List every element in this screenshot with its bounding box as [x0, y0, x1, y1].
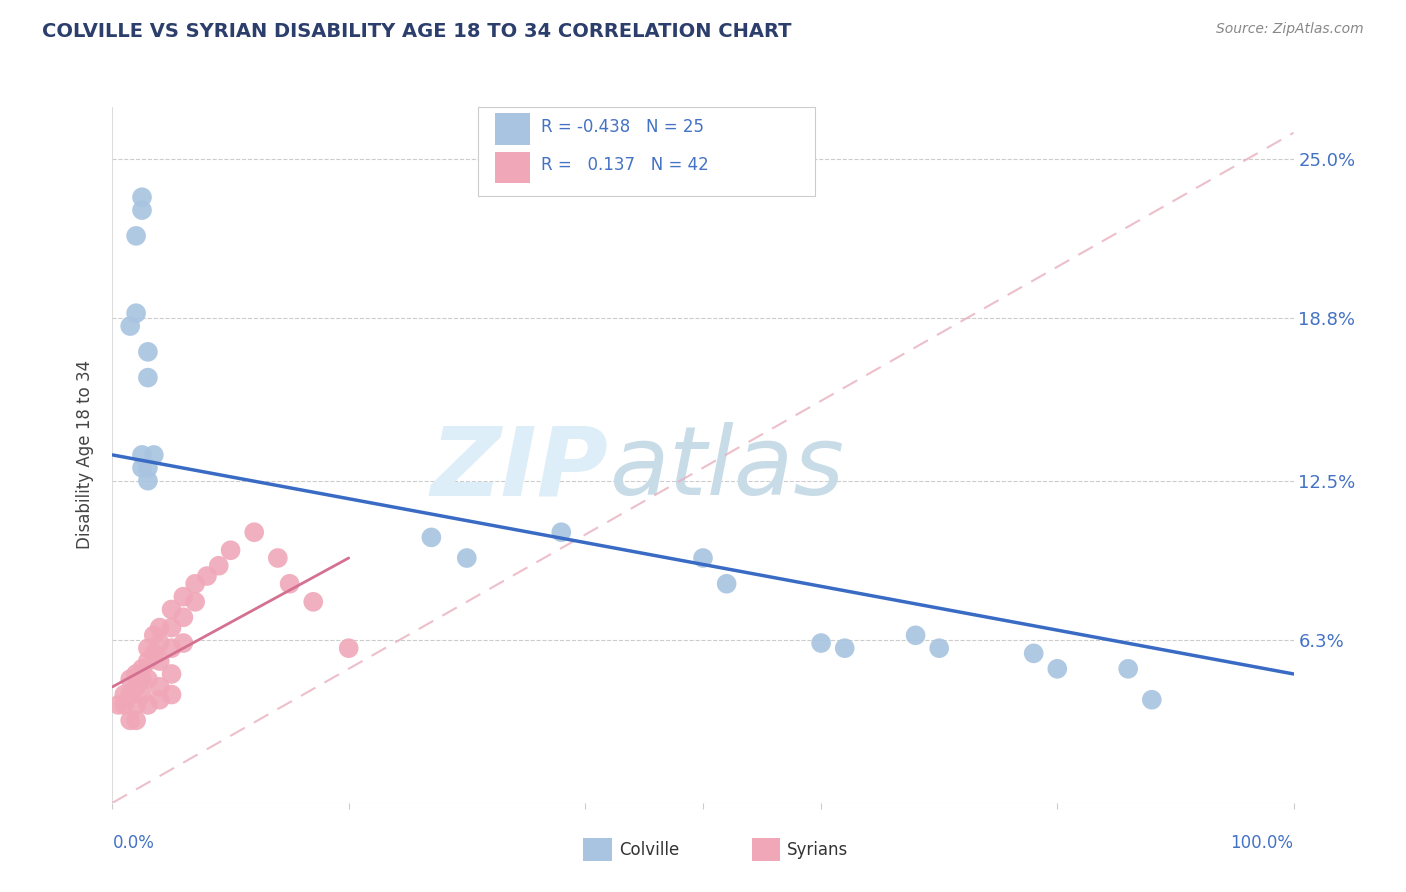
Point [834, 641, 856, 656]
Point [125, 714, 148, 728]
Point [136, 654, 159, 668]
Y-axis label: Disability Age 18 to 34: Disability Age 18 to 34 [76, 360, 94, 549]
Point [160, 667, 183, 681]
Point [928, 641, 950, 656]
Point [160, 688, 183, 702]
Point [456, 551, 478, 566]
Point [810, 636, 832, 650]
Point [131, 203, 153, 218]
Point [136, 698, 159, 712]
Point [337, 641, 360, 656]
Point [550, 525, 572, 540]
Point [172, 636, 194, 650]
Point [112, 688, 135, 702]
Point [195, 569, 218, 583]
Point [136, 672, 159, 686]
Point [125, 680, 148, 694]
Point [120, 688, 142, 702]
Text: COLVILLE VS SYRIAN DISABILITY AGE 18 TO 34 CORRELATION CHART: COLVILLE VS SYRIAN DISABILITY AGE 18 TO … [42, 22, 792, 41]
Point [302, 595, 325, 609]
Point [208, 558, 231, 573]
Text: 0.0%: 0.0% [112, 834, 155, 852]
Point [107, 698, 129, 712]
Point [125, 306, 148, 320]
Point [149, 680, 172, 694]
Point [125, 228, 148, 243]
Text: Colville: Colville [619, 841, 679, 859]
Point [149, 654, 172, 668]
Point [149, 636, 172, 650]
Point [142, 646, 165, 660]
Text: R =   0.137   N = 42: R = 0.137 N = 42 [541, 156, 709, 174]
Point [136, 460, 159, 475]
Point [120, 672, 142, 686]
Point [131, 460, 153, 475]
Text: 100.0%: 100.0% [1230, 834, 1294, 852]
Point [278, 576, 301, 591]
Point [160, 602, 183, 616]
Text: atlas: atlas [609, 422, 844, 516]
Point [243, 525, 266, 540]
Point [136, 474, 159, 488]
Point [1140, 692, 1163, 706]
Point [172, 610, 194, 624]
Point [1046, 662, 1069, 676]
Point [112, 698, 135, 712]
Point [131, 662, 153, 676]
Point [149, 621, 172, 635]
Point [136, 344, 159, 359]
Text: ZIP: ZIP [430, 422, 609, 516]
Point [149, 692, 172, 706]
Point [904, 628, 927, 642]
Point [131, 190, 153, 204]
Text: R = -0.438   N = 25: R = -0.438 N = 25 [541, 118, 704, 136]
Point [172, 590, 194, 604]
Point [267, 551, 290, 566]
Point [120, 714, 142, 728]
Point [692, 551, 714, 566]
Point [184, 576, 207, 591]
Point [136, 641, 159, 656]
Point [125, 698, 148, 712]
Point [125, 667, 148, 681]
Point [160, 621, 183, 635]
Point [136, 370, 159, 384]
Point [120, 319, 142, 334]
Point [420, 530, 443, 544]
Point [131, 448, 153, 462]
Point [160, 641, 183, 656]
Text: Source: ZipAtlas.com: Source: ZipAtlas.com [1216, 22, 1364, 37]
Text: Syrians: Syrians [787, 841, 849, 859]
Point [716, 576, 738, 591]
Point [142, 628, 165, 642]
Point [1022, 646, 1045, 660]
Point [142, 448, 165, 462]
Point [219, 543, 242, 558]
Point [184, 595, 207, 609]
Point [1116, 662, 1139, 676]
Point [131, 672, 153, 686]
Point [131, 688, 153, 702]
